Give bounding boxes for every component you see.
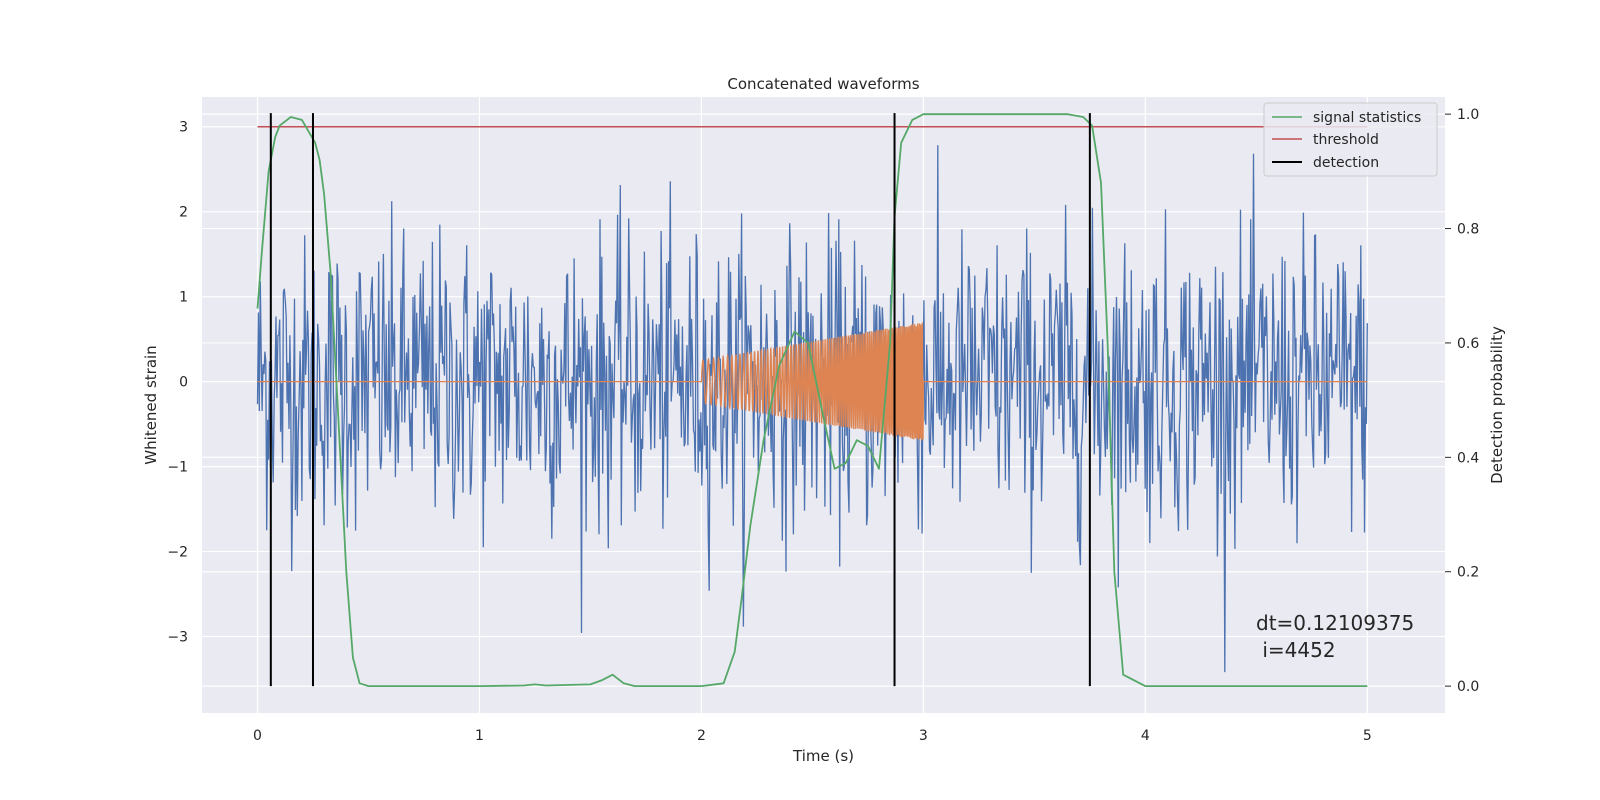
y-ticks: −3 −2 −1 0 1 2 3	[167, 120, 188, 646]
legend-label-threshold: threshold	[1313, 132, 1379, 148]
y-tick-label-4: 1	[179, 290, 188, 306]
x-tick-label-5: 5	[1363, 728, 1372, 744]
series-layer	[256, 113, 1368, 687]
y-tick-label-2: −1	[167, 460, 188, 476]
y2-axis-label: Detection probability	[1488, 326, 1506, 484]
chart-title: Concatenated waveforms	[727, 75, 919, 93]
annotation-dt: dt=0.12109375	[1256, 611, 1414, 635]
signal-statistics-line	[256, 113, 1368, 687]
x-ticks: 0 1 2 3 4 5	[253, 728, 1372, 744]
x-tick-label-0: 0	[253, 728, 262, 744]
y-axis-label: Whitened strain	[142, 345, 160, 464]
x-tick-label-1: 1	[475, 728, 484, 744]
y2-tick-label-0: 0.0	[1457, 679, 1479, 695]
legend-label-detection: detection	[1313, 155, 1379, 171]
x-tick-label-4: 4	[1141, 728, 1150, 744]
y-tick-label-5: 2	[179, 205, 188, 221]
y2-tick-label-5: 1.0	[1457, 107, 1479, 123]
annotation-i: i=4452	[1256, 638, 1336, 662]
y2-tick-label-1: 0.2	[1457, 565, 1479, 581]
y2-tick-label-4: 0.8	[1457, 222, 1479, 238]
x-tick-label-3: 3	[919, 728, 928, 744]
y-tick-label-6: 3	[179, 120, 188, 136]
y2-tick-label-3: 0.6	[1457, 336, 1479, 352]
legend-label-signal-statistics: signal statistics	[1313, 110, 1421, 126]
x-axis-label: Time (s)	[792, 747, 854, 765]
y2-ticks: 0.0 0.2 0.4 0.6 0.8 1.0	[1445, 107, 1479, 695]
y-tick-label-3: 0	[179, 375, 188, 391]
y-tick-label-0: −3	[167, 630, 188, 646]
x-tick-label-2: 2	[697, 728, 706, 744]
y2-tick-label-2: 0.4	[1457, 450, 1479, 466]
legend-box	[1263, 102, 1438, 177]
legend: signal statistics threshold detection	[1263, 102, 1438, 177]
y-tick-label-1: −2	[167, 545, 188, 561]
